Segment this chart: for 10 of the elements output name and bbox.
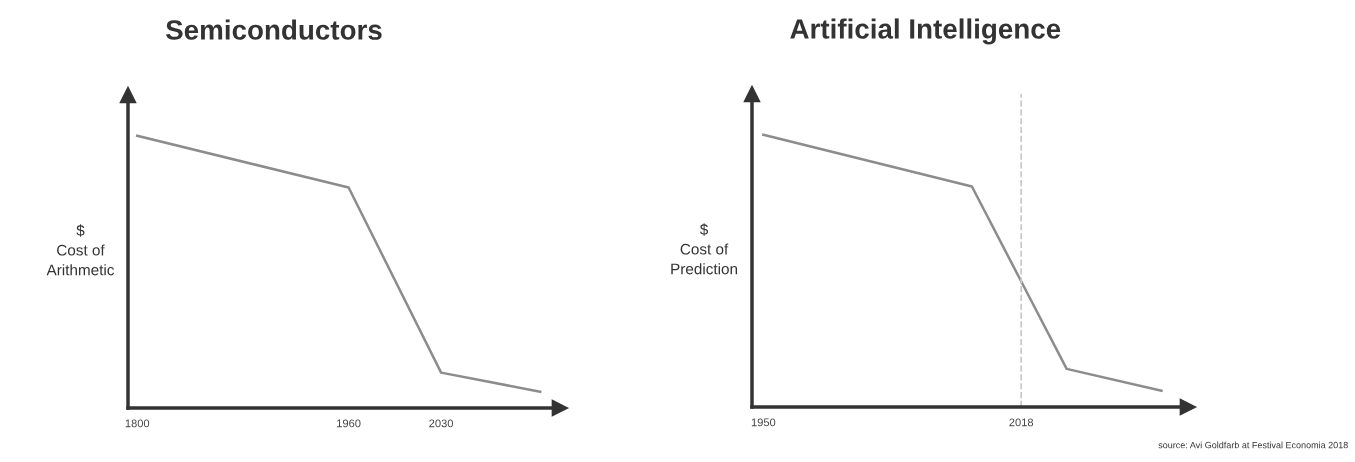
- x-tick-label: 1950: [751, 418, 776, 427]
- x-tick-label: 2030: [429, 419, 454, 428]
- x-tick-label: 1960: [337, 419, 361, 428]
- y-axis-title: $ Cost of Prediction: [671, 223, 738, 275]
- source-note: source: Avi Goldfarb at Festival Economia 2018: [1158, 441, 1348, 449]
- chart-title: Semiconductors: [165, 19, 382, 40]
- x-tick-label: 2018: [1009, 418, 1034, 427]
- x-tick-label: 1800: [125, 419, 150, 428]
- chart-title: Artificial Intelligence: [790, 18, 1061, 45]
- y-axis-title: $ Cost of Arithmetic: [46, 224, 115, 276]
